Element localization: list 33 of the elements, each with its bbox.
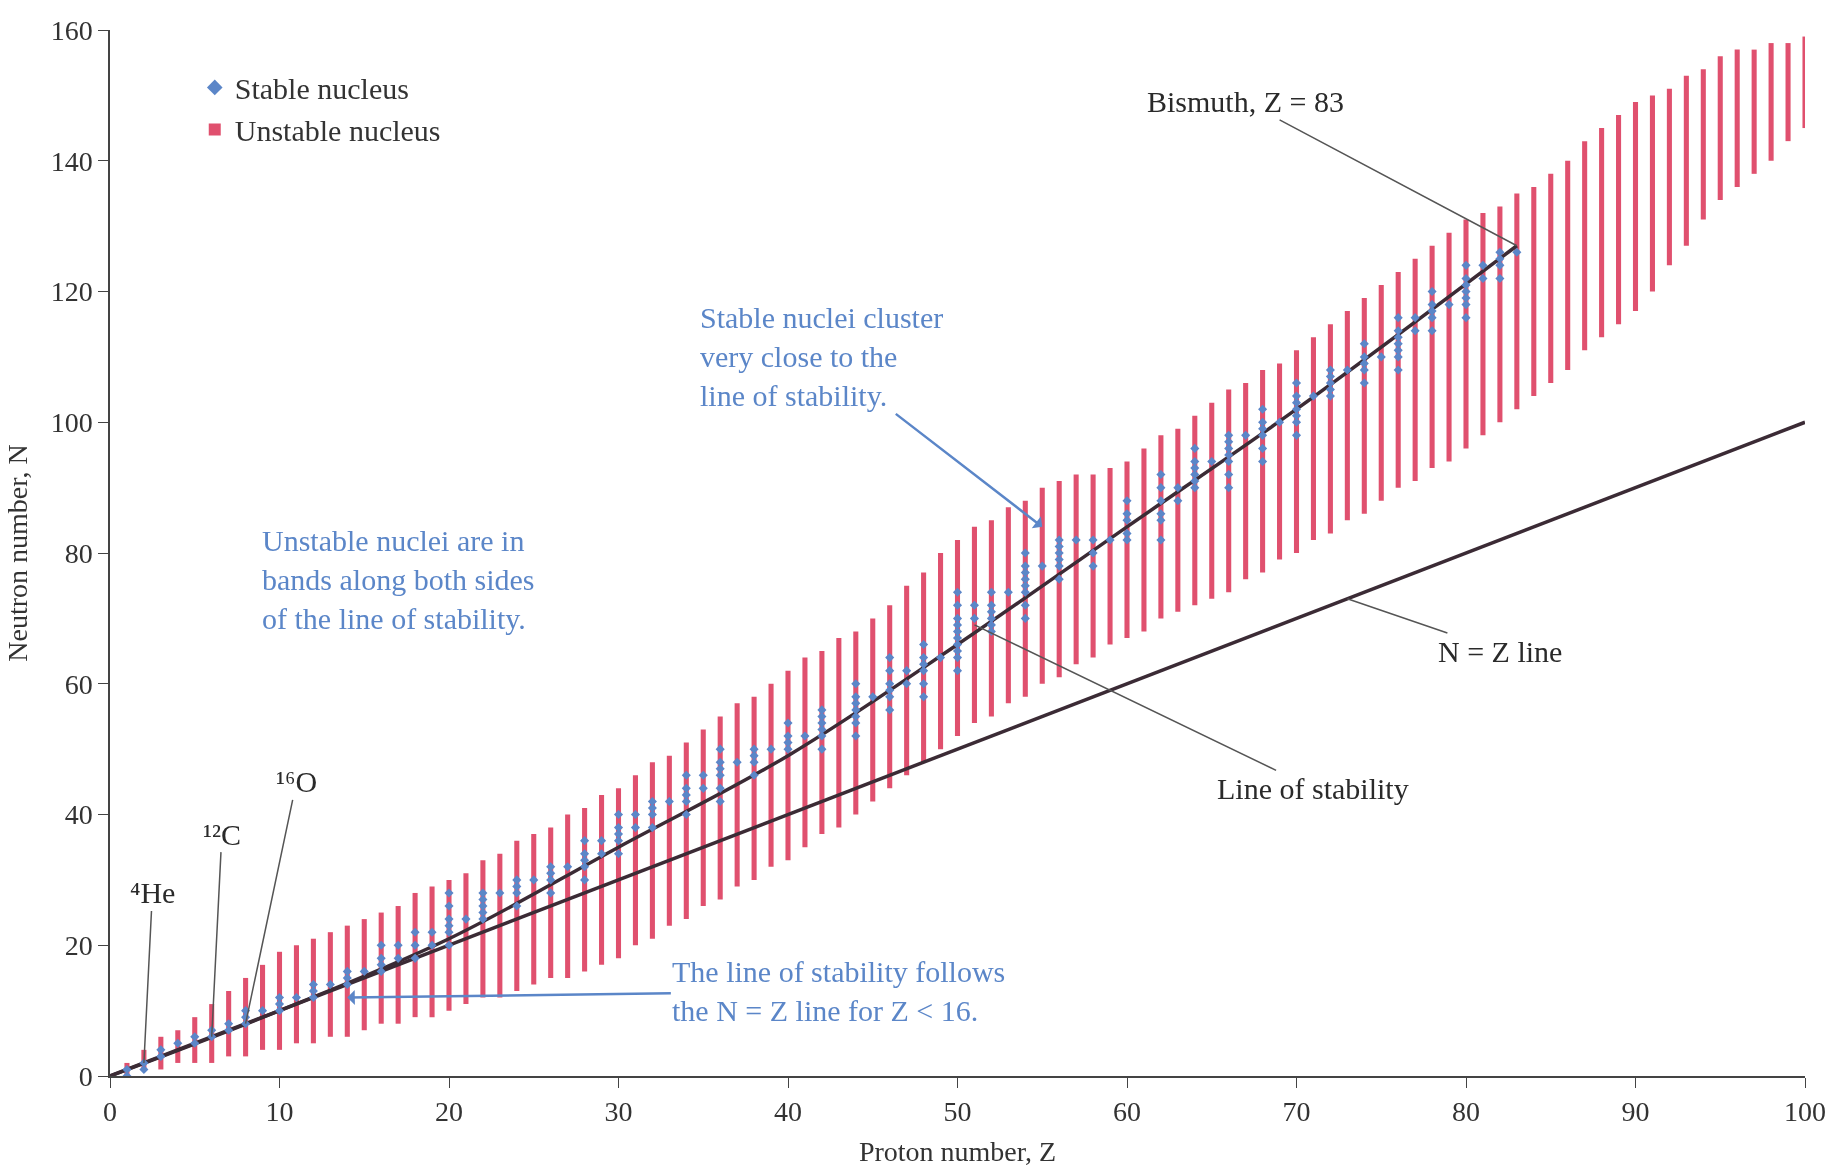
y-tick-label: 20 — [64, 930, 93, 962]
x-tick-label: 20 — [435, 1096, 463, 1128]
x-tick-label: 50 — [943, 1096, 972, 1128]
y-tick-label: 40 — [64, 799, 93, 831]
annotation: ¹⁶O — [276, 765, 318, 798]
x-tick-label: 80 — [1452, 1096, 1480, 1128]
x-tick-label: 40 — [774, 1096, 802, 1128]
y-tick-label: 60 — [64, 668, 93, 700]
x-tick-label: 60 — [1113, 1096, 1141, 1128]
annotation: ¹²C — [203, 818, 241, 851]
y-tick-label: 160 — [50, 14, 93, 46]
annotation: ⁴He — [130, 876, 176, 909]
x-tick-label: 70 — [1282, 1096, 1311, 1128]
x-tick-label: 30 — [604, 1096, 633, 1128]
annotation: Unstable nuclei are in bands along both sides of the line of stability. — [262, 524, 535, 635]
x-tick-label: 0 — [103, 1096, 117, 1128]
legend-label: Stable nucleus — [234, 72, 409, 106]
legend-label: Unstable nucleus — [234, 114, 441, 148]
y-tick-label: 0 — [78, 1060, 93, 1092]
annotation: Line of stability — [1217, 772, 1409, 805]
x-tick-label: 100 — [1784, 1096, 1826, 1128]
y-tick-label: 100 — [50, 407, 93, 439]
x-axis-title: Proton number, Z — [858, 1135, 1057, 1167]
annotation: N = Z line — [1438, 635, 1563, 668]
x-tick-label: 90 — [1621, 1096, 1650, 1128]
y-tick-label: 80 — [64, 537, 93, 569]
y-tick-label: 120 — [50, 276, 93, 308]
annotation: Bismuth, Z = 83 — [1147, 85, 1344, 118]
y-axis-title: Neutron number, N — [1, 444, 33, 662]
x-tick-label: 10 — [265, 1096, 294, 1128]
y-tick-label: 140 — [50, 145, 93, 177]
annotation: The line of stability follows the N = Z line for Z < 16. — [672, 955, 1006, 1027]
annotation: Stable nuclei cluster very close to the line of stability. — [700, 301, 944, 412]
